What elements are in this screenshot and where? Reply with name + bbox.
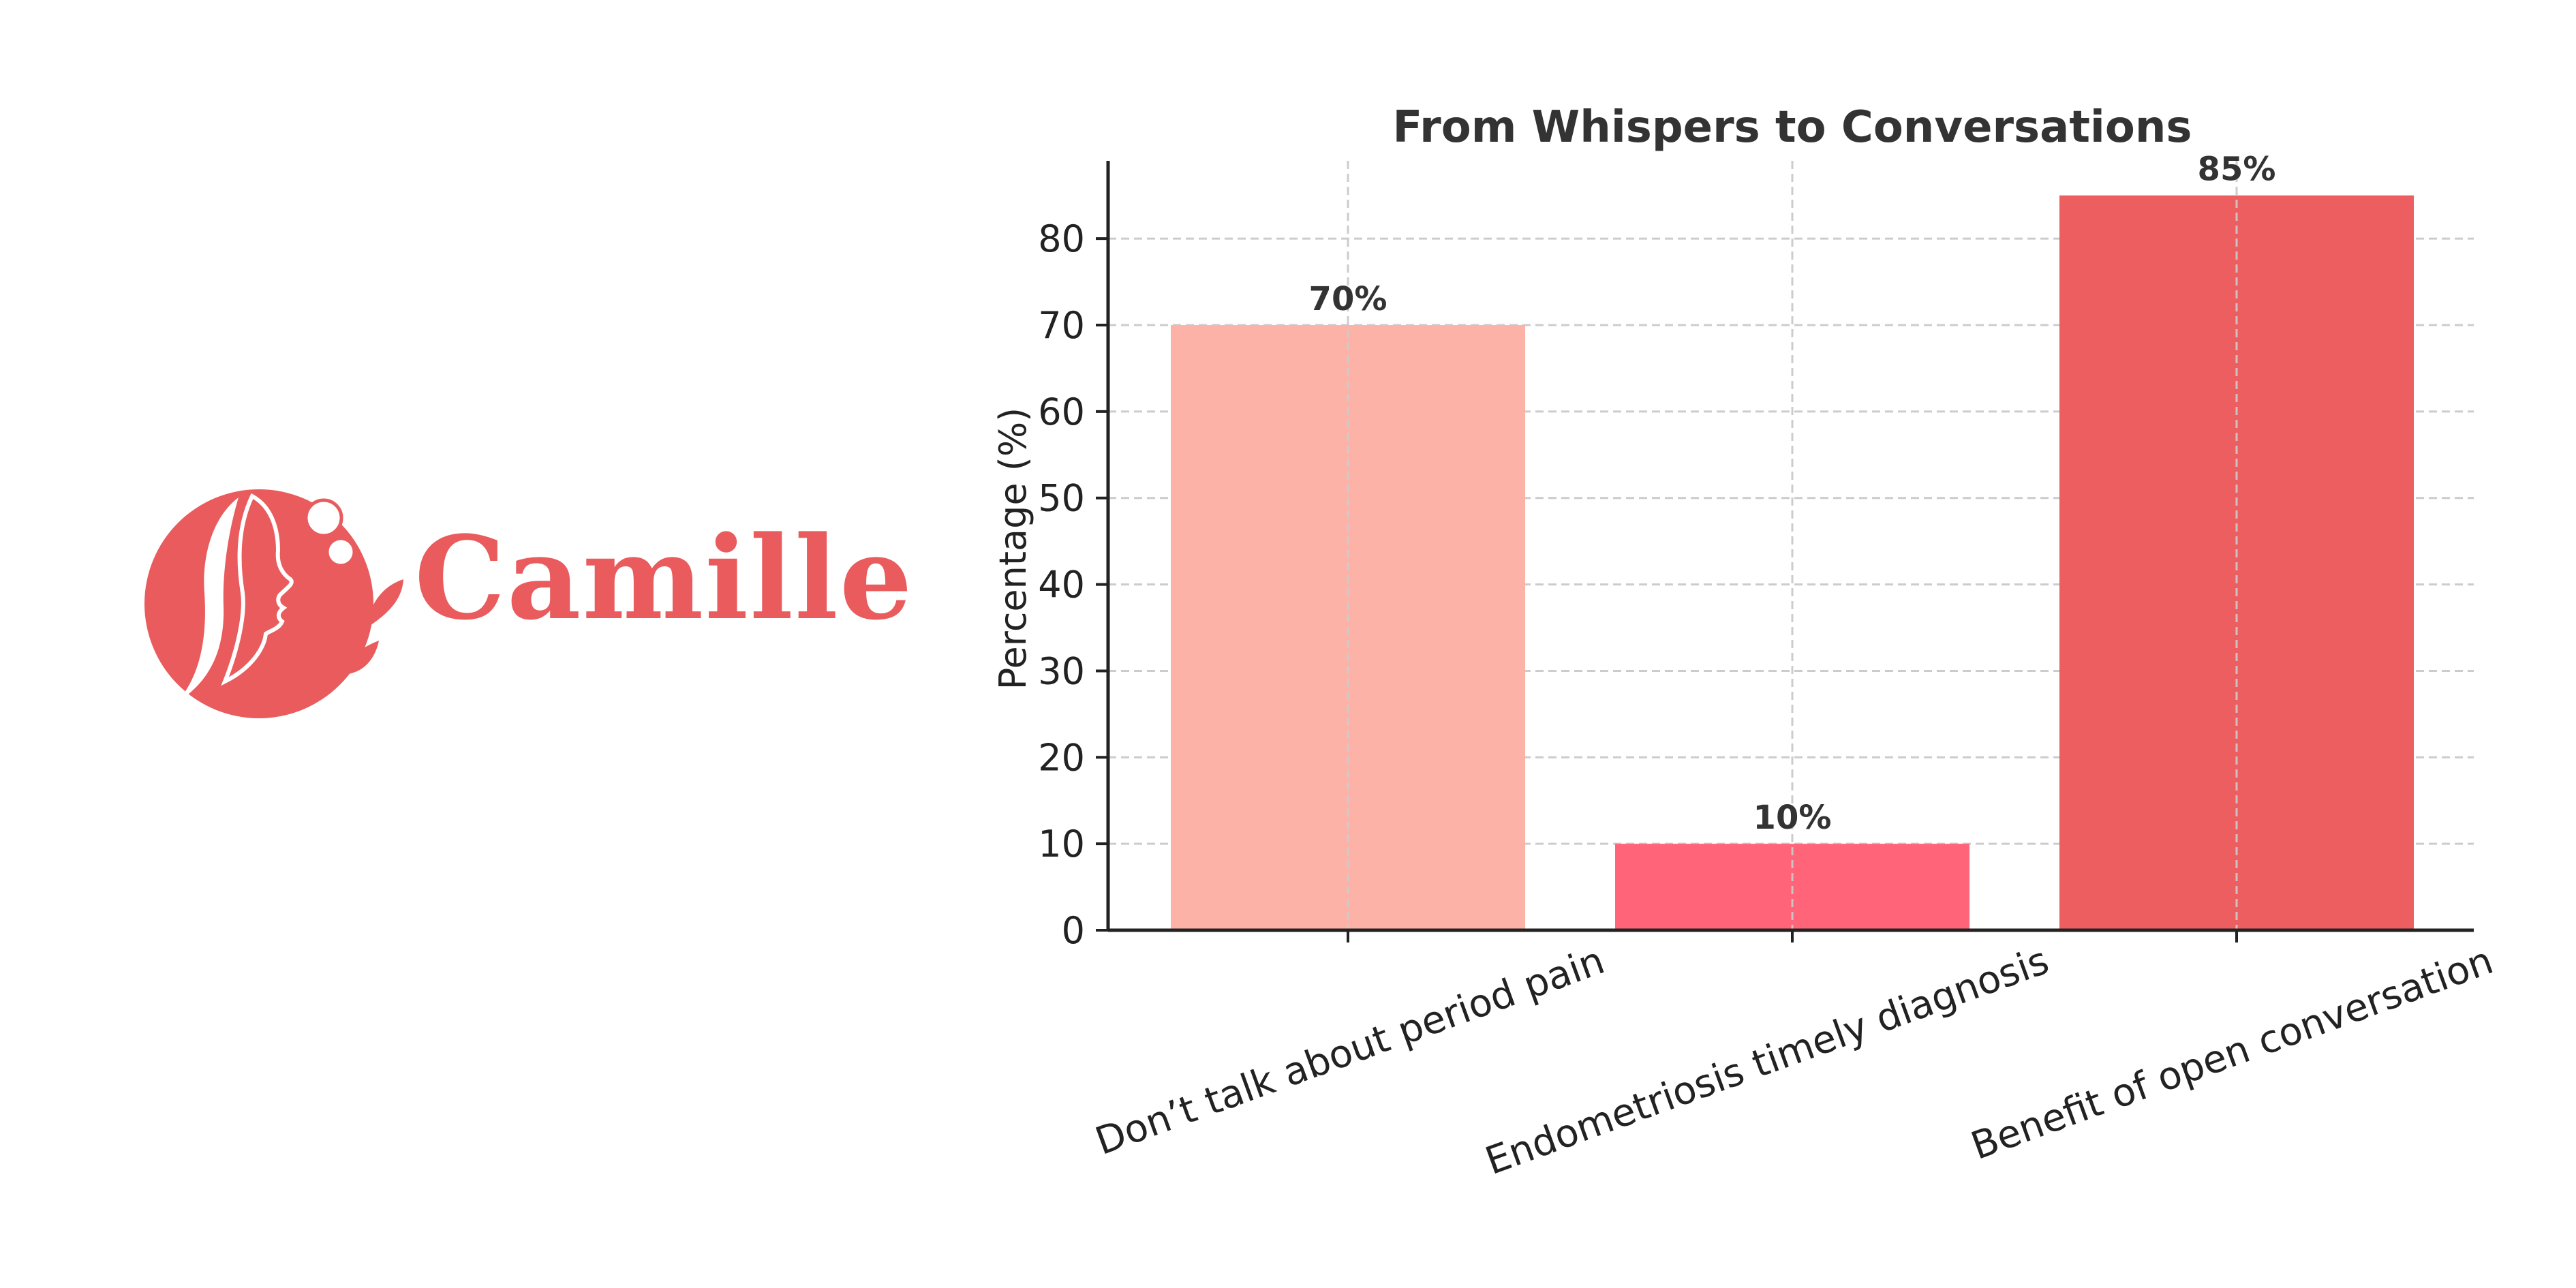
chart-title: From Whispers to Conversations — [1393, 102, 2192, 153]
logo-wordmark: Camille — [414, 510, 914, 645]
woman-profile-logo-icon — [144, 489, 403, 718]
y-tick-label: 50 — [1038, 477, 1085, 520]
camille-logo: Camille — [136, 477, 913, 736]
axes — [1096, 161, 2474, 942]
bar-data-label: 10% — [1753, 799, 1832, 837]
bar-data-label: 85% — [2198, 151, 2276, 189]
y-tick-label: 80 — [1038, 217, 1085, 260]
y-tick-label: 60 — [1038, 390, 1085, 433]
bars — [1171, 161, 2414, 930]
bar-data-label: 70% — [1309, 280, 1387, 318]
y-tick-label: 10 — [1038, 823, 1085, 865]
y-axis-label: Percentage (%) — [992, 408, 1034, 690]
y-tick-label: 0 — [1062, 909, 1085, 952]
y-tick-label: 20 — [1038, 736, 1085, 779]
y-tick-label: 40 — [1038, 564, 1085, 607]
y-tick-label: 70 — [1038, 304, 1085, 347]
y-tick-label: 30 — [1038, 649, 1085, 692]
